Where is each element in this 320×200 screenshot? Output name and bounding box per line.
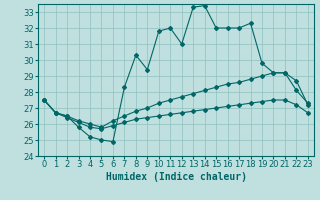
X-axis label: Humidex (Indice chaleur): Humidex (Indice chaleur) (106, 172, 246, 182)
